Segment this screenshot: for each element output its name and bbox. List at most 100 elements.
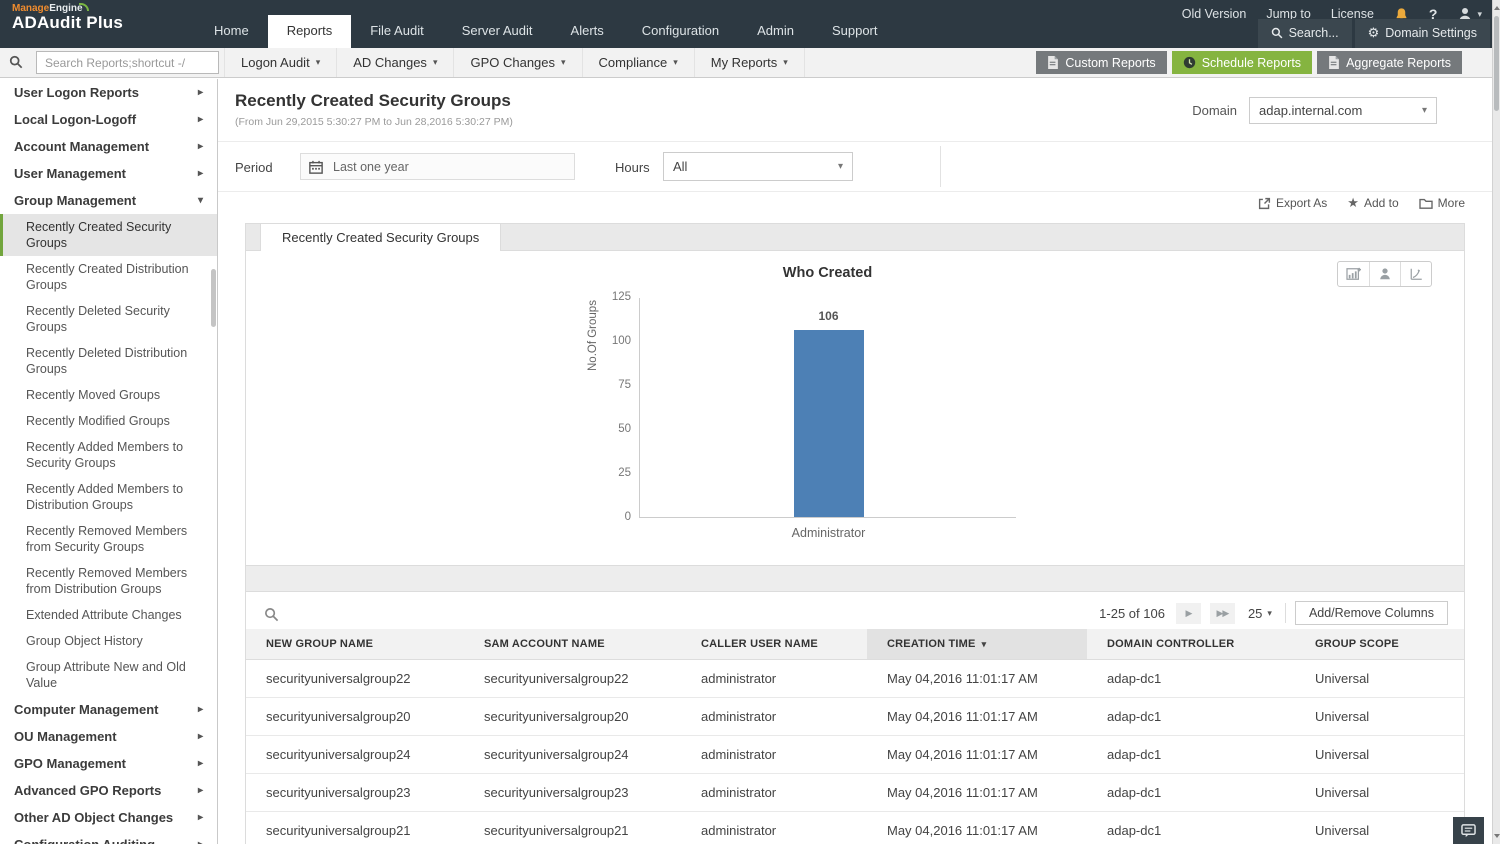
page-scrollbar[interactable] — [1492, 0, 1500, 844]
column-header-new-group-name[interactable]: NEW GROUP NAME — [246, 629, 464, 660]
sidebar-item-group-management[interactable]: Group Management ▾ — [0, 187, 217, 214]
utility-link-license[interactable]: License — [1330, 7, 1374, 21]
menu-my-reports[interactable]: My Reports ▾ — [695, 48, 805, 77]
sidebar-item-computer-management[interactable]: Computer Management ▸ — [0, 696, 217, 723]
sidebar-item-local-logon-logoff[interactable]: Local Logon-Logoff ▸ — [0, 106, 217, 133]
custom-reports-button[interactable]: Custom Reports — [1036, 51, 1167, 74]
aggregate-reports-button[interactable]: Aggregate Reports — [1317, 51, 1462, 74]
table-controls: 1-25 of 106 ▶ ▶▶ 25 ▾ Add/Remove Columns — [1099, 601, 1448, 625]
sidebar-subitem-group-attribute-new-and-old-value[interactable]: Group Attribute New and Old Value — [26, 660, 186, 690]
hours-dropdown[interactable]: All ▾ — [663, 152, 853, 181]
user-summary-icon[interactable] — [1369, 262, 1400, 286]
sidebar-subitem-recently-added-members-to-distribution-groups[interactable]: Recently Added Members to Distribution G… — [26, 482, 184, 512]
column-header-creation-time[interactable]: CREATION TIME ▾ — [867, 629, 1087, 660]
menu-gpo-changes[interactable]: GPO Changes ▾ — [454, 48, 583, 77]
nav-tab-support[interactable]: Support — [831, 23, 878, 38]
scroll-up-icon[interactable] — [1493, 3, 1500, 13]
chevron-right-icon: ▸ — [198, 839, 203, 844]
table-cell: adap-dc1 — [1087, 773, 1295, 812]
bar-chart: 0 25 50 75 100 125 106 Administrator — [612, 291, 1016, 540]
nav-tab-configuration[interactable]: Configuration — [641, 23, 720, 38]
scroll-down-icon[interactable] — [1493, 831, 1500, 841]
report-menus: Logon Audit ▾ AD Changes ▾ GPO Changes ▾ Compl… — [224, 48, 805, 77]
sidebar-item-other-ad-object-changes[interactable]: Other AD Object Changes ▸ — [0, 804, 217, 831]
sidebar-subitem-recently-added-members-to-security-groups[interactable]: Recently Added Members to Security Group… — [26, 440, 184, 470]
sidebar-item-gpo-management[interactable]: GPO Management ▸ — [0, 750, 217, 777]
sidebar-subitem-recently-deleted-security-groups[interactable]: Recently Deleted Security Groups — [26, 304, 170, 334]
utility-link-jump-to[interactable]: Jump to — [1266, 7, 1311, 21]
sidebar-item-label: User Management — [14, 166, 126, 181]
add-to-link[interactable]: ★ Add to — [1347, 195, 1398, 211]
utility-link-old-version[interactable]: Old Version — [1181, 7, 1247, 21]
menu-ad-changes[interactable]: AD Changes ▾ — [337, 48, 455, 77]
table-row[interactable]: securityuniversalgroup20 securityuniversa… — [246, 697, 1464, 736]
sidebar-item-account-management[interactable]: Account Management ▸ — [0, 133, 217, 160]
schedule-reports-button[interactable]: Schedule Reports — [1171, 51, 1313, 74]
add-chart-icon[interactable] — [1338, 262, 1369, 286]
report-tabstrip: Recently Created Security Groups — [245, 223, 1465, 251]
domain-dropdown[interactable]: adap.internal.com ▾ — [1249, 97, 1437, 124]
tab-recently-created-security-groups[interactable]: Recently Created Security Groups — [260, 224, 502, 251]
column-header-caller-user-name[interactable]: CALLER USER NAME — [681, 629, 867, 660]
menu-compliance[interactable]: Compliance ▾ — [583, 48, 695, 77]
column-header-group-scope[interactable]: GROUP SCOPE — [1295, 629, 1464, 660]
sidebar-subitem-extended-attribute-changes[interactable]: Extended Attribute Changes — [26, 608, 182, 622]
notifications-bell-icon[interactable] — [1394, 7, 1409, 22]
export-as-label: Export As — [1275, 196, 1328, 210]
search-icon[interactable] — [9, 55, 23, 74]
y-tick-label: 75 — [618, 379, 631, 391]
gear-icon: ⚙ — [1367, 25, 1380, 40]
sidebar-subitem-recently-removed-members-from-distribution-groups[interactable]: Recently Removed Members from Distributi… — [26, 566, 188, 596]
table-row[interactable]: securityuniversalgroup24 securityuniversa… — [246, 735, 1464, 774]
sidebar-subitem-recently-moved-groups[interactable]: Recently Moved Groups — [26, 388, 161, 402]
sidebar-item-advanced-gpo-reports[interactable]: Advanced GPO Reports ▸ — [0, 777, 217, 804]
nav-tab-server-audit[interactable]: Server Audit — [461, 23, 533, 38]
sidebar-item-ou-management[interactable]: OU Management ▸ — [0, 723, 217, 750]
user-account-icon[interactable]: ▾ — [1457, 6, 1482, 22]
table-row[interactable]: securityuniversalgroup23 securityuniversa… — [246, 773, 1464, 812]
column-header-domain-controller[interactable]: DOMAIN CONTROLLER — [1087, 629, 1295, 660]
table-row[interactable]: securityuniversalgroup21 securityuniversa… — [246, 811, 1464, 844]
column-header-sam-account-name[interactable]: SAM ACCOUNT NAME — [464, 629, 681, 660]
refresh-chart-icon[interactable] — [1400, 262, 1431, 286]
scrollbar-thumb[interactable] — [1494, 16, 1499, 111]
sidebar-subitem-group-object-history[interactable]: Group Object History — [26, 634, 143, 648]
global-search-label: Search... — [1288, 26, 1339, 40]
export-as-link[interactable]: Export As — [1258, 195, 1327, 211]
sidebar-scrollbar[interactable] — [211, 269, 216, 327]
sidebar-item-user-management[interactable]: User Management ▸ — [0, 160, 217, 187]
global-search-button[interactable]: Search... — [1257, 19, 1352, 48]
sidebar-item-label: Other AD Object Changes — [14, 810, 174, 825]
period-picker[interactable]: Last one year — [300, 153, 575, 180]
menu-logon-audit[interactable]: Logon Audit ▾ — [224, 48, 338, 77]
nav-tab-home[interactable]: Home — [214, 23, 249, 38]
nav-tab-file-audit[interactable]: File Audit — [370, 23, 424, 38]
table-search-icon[interactable] — [264, 607, 279, 627]
sidebar-subitem-recently-deleted-distribution-groups[interactable]: Recently Deleted Distribution Groups — [26, 346, 188, 376]
next-page-button[interactable]: ▶ — [1175, 602, 1201, 624]
nav-tab-admin[interactable]: Admin — [757, 23, 794, 38]
report-table-panel: 1-25 of 106 ▶ ▶▶ 25 ▾ Add/Remove Columns… — [245, 591, 1465, 844]
add-remove-columns-button[interactable]: Add/Remove Columns — [1294, 601, 1448, 625]
sidebar-subitem-recently-modified-groups[interactable]: Recently Modified Groups — [26, 414, 170, 428]
domain-settings-button[interactable]: ⚙ Domain Settings — [1354, 19, 1490, 48]
nav-tab-alerts[interactable]: Alerts — [570, 23, 604, 38]
table-row[interactable]: securityuniversalgroup22 securityuniversa… — [246, 659, 1464, 698]
search-reports-input[interactable] — [36, 51, 219, 74]
chart-bar-administrator[interactable] — [793, 330, 864, 517]
sidebar-subitem-recently-created-security-groups[interactable]: Recently Created Security Groups — [0, 214, 217, 256]
sidebar-subitem-recently-removed-members-from-security-groups[interactable]: Recently Removed Members from Security G… — [26, 524, 188, 554]
schedule-reports-label: Schedule Reports — [1201, 55, 1302, 70]
last-page-button[interactable]: ▶▶ — [1209, 602, 1235, 624]
nav-tab-reports[interactable]: Reports — [267, 15, 352, 48]
table-cell: securityuniversalgroup20 — [464, 697, 681, 736]
feedback-chat-button[interactable] — [1453, 817, 1484, 844]
more-link[interactable]: More — [1418, 195, 1465, 211]
sidebar-item-configuration-auditing[interactable]: Configuration Auditing ▸ — [0, 831, 217, 844]
chevron-right-icon: ▸ — [197, 114, 203, 125]
sidebar-item-user-logon-reports[interactable]: User Logon Reports ▸ — [0, 79, 217, 106]
page-size-dropdown[interactable]: 25 ▾ — [1244, 606, 1276, 621]
help-icon[interactable]: ? — [1428, 6, 1438, 22]
sidebar-subitem-recently-created-distribution-groups[interactable]: Recently Created Distribution Groups — [26, 262, 189, 292]
table-cell: adap-dc1 — [1087, 735, 1295, 774]
